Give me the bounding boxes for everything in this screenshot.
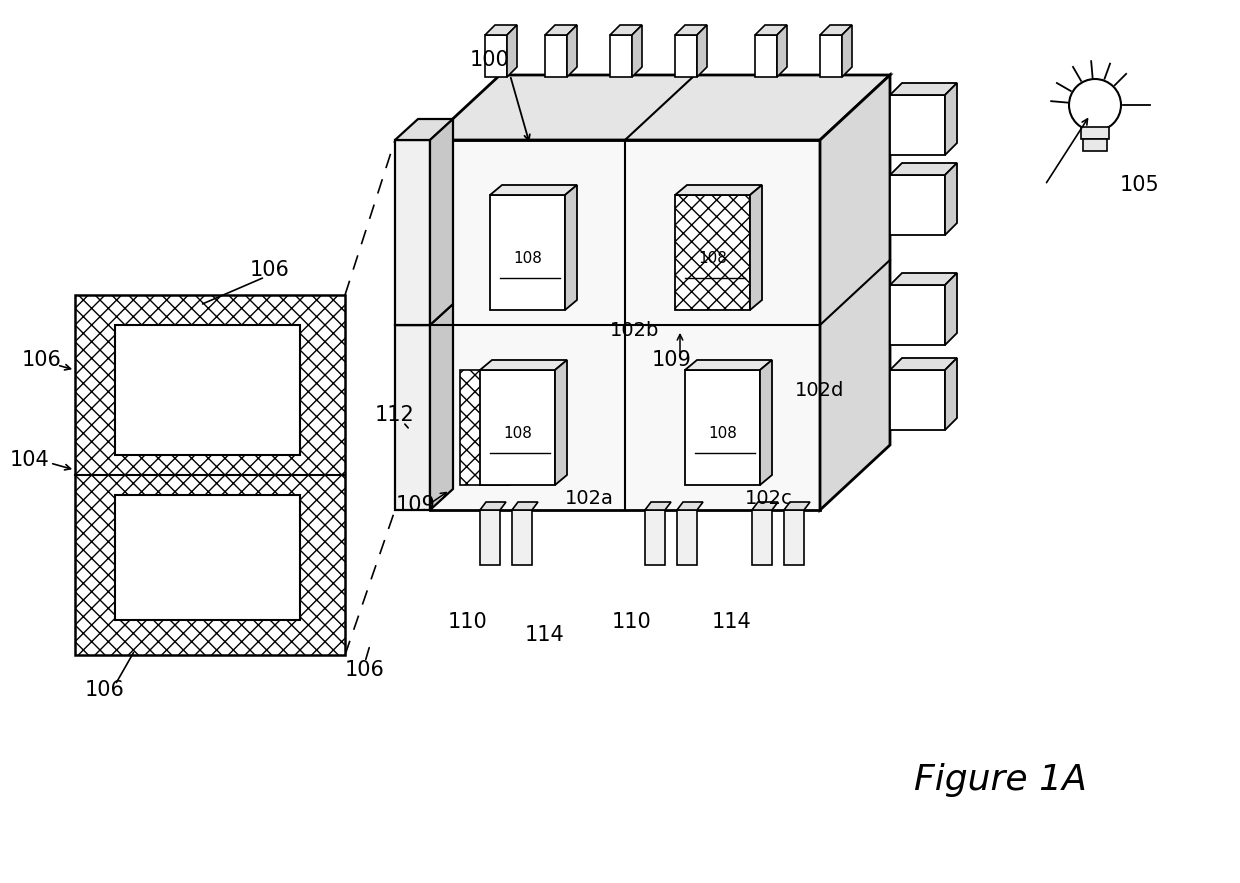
Polygon shape [784,502,810,510]
Polygon shape [512,502,538,510]
Polygon shape [677,502,703,510]
Polygon shape [820,35,842,77]
Polygon shape [430,304,453,510]
Polygon shape [755,25,787,35]
Polygon shape [755,35,777,77]
Polygon shape [677,510,697,565]
Polygon shape [751,502,777,510]
Polygon shape [115,495,300,620]
Polygon shape [890,273,957,285]
Text: 106: 106 [22,350,62,370]
Polygon shape [610,35,632,77]
Polygon shape [632,25,642,77]
Polygon shape [460,370,510,485]
Polygon shape [546,25,577,35]
Polygon shape [565,185,577,310]
Polygon shape [945,163,957,235]
Polygon shape [480,510,500,565]
Polygon shape [750,185,763,310]
Polygon shape [507,25,517,77]
Polygon shape [115,325,300,455]
Polygon shape [567,25,577,77]
Polygon shape [485,25,517,35]
Polygon shape [890,285,945,345]
Text: 112: 112 [376,405,415,425]
Polygon shape [74,295,345,655]
Polygon shape [546,35,567,77]
Polygon shape [784,510,804,565]
Polygon shape [945,358,957,430]
Polygon shape [396,325,430,510]
Polygon shape [890,163,957,175]
Text: 106: 106 [250,260,290,280]
Polygon shape [645,502,671,510]
Polygon shape [490,195,565,310]
Polygon shape [480,502,506,510]
Circle shape [1069,79,1121,131]
Polygon shape [890,95,945,155]
Polygon shape [675,25,707,35]
Polygon shape [890,358,957,370]
Text: 114: 114 [712,612,751,632]
Text: 108: 108 [513,251,542,266]
Polygon shape [890,175,945,235]
Polygon shape [610,25,642,35]
Polygon shape [490,185,577,195]
Polygon shape [645,510,665,565]
Text: 106: 106 [86,680,125,700]
Polygon shape [1081,127,1109,139]
Polygon shape [675,35,697,77]
Polygon shape [751,510,773,565]
Text: 102a: 102a [565,488,614,508]
Text: 114: 114 [525,625,565,645]
Polygon shape [777,25,787,77]
Text: 106: 106 [345,660,384,680]
Text: 104: 104 [10,450,50,470]
Polygon shape [430,75,890,140]
Text: 108: 108 [708,426,737,441]
Polygon shape [430,119,453,325]
Polygon shape [842,25,852,77]
Polygon shape [945,273,957,345]
Text: 108: 108 [503,426,532,441]
Text: 109: 109 [652,350,692,370]
Polygon shape [890,83,957,95]
Polygon shape [556,360,567,485]
Polygon shape [480,370,556,485]
Polygon shape [396,119,453,140]
Text: 102b: 102b [610,321,660,339]
Polygon shape [512,510,532,565]
Polygon shape [890,370,945,430]
Polygon shape [675,195,750,310]
Polygon shape [1083,139,1107,151]
Polygon shape [684,360,773,370]
Text: 105: 105 [1120,175,1159,195]
Text: Figure 1A: Figure 1A [914,763,1086,797]
Polygon shape [945,83,957,155]
Polygon shape [760,360,773,485]
Text: 108: 108 [698,251,727,266]
Text: 110: 110 [448,612,487,632]
Polygon shape [480,360,567,370]
Polygon shape [485,35,507,77]
Polygon shape [430,140,820,510]
Polygon shape [684,370,760,485]
Text: 100: 100 [470,50,510,70]
Polygon shape [697,25,707,77]
Polygon shape [396,304,453,325]
Text: 109: 109 [396,495,436,515]
Polygon shape [675,185,763,195]
Polygon shape [820,75,890,510]
Polygon shape [820,25,852,35]
Text: 102c: 102c [745,488,792,508]
Polygon shape [396,140,430,325]
Text: 110: 110 [613,612,652,632]
Text: 102d: 102d [795,381,844,399]
